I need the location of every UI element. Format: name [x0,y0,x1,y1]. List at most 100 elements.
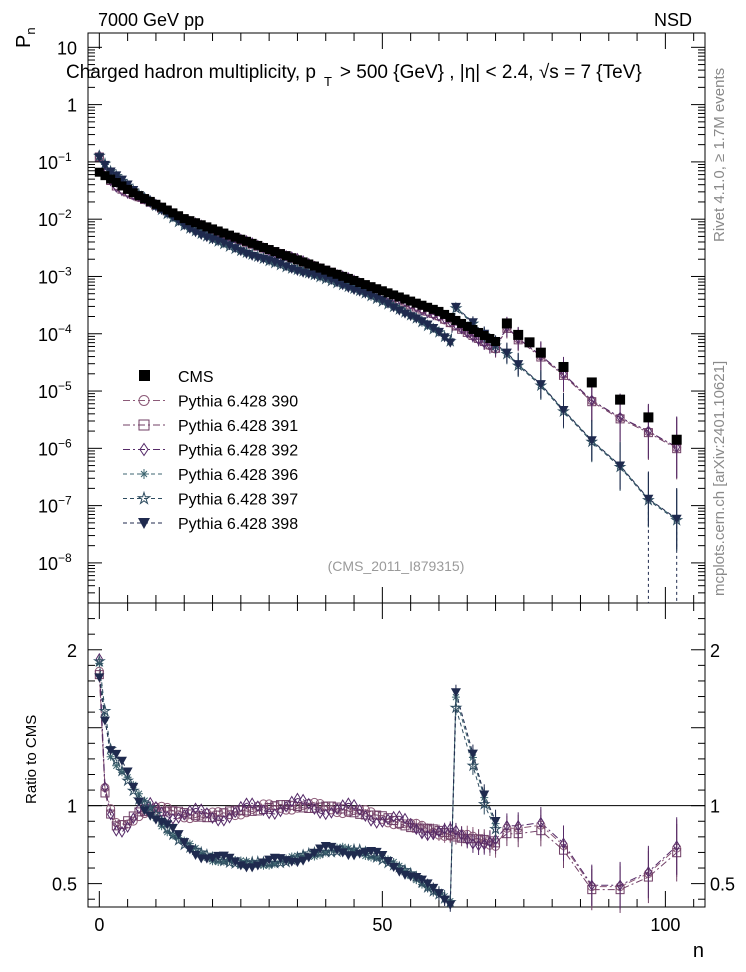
mc-point [101,781,109,794]
cms-point [100,171,110,181]
mc-point [292,801,302,811]
mc-point [105,167,116,177]
mc-point [383,299,394,309]
mc-point [185,814,195,824]
mc-point [197,803,205,816]
mc-point [242,797,251,810]
mc-point [337,848,348,858]
legend: CMS Pythia 6.428 390 Pythia 6.428 391 Pythi… [123,369,298,533]
mc-point [202,813,212,823]
mc-point [412,823,420,836]
x-tick-label: 0 [94,915,104,935]
mc-point [138,518,150,529]
mc-point [332,845,343,855]
cms-point [434,306,444,316]
mc-point [168,806,178,816]
mc-point [197,849,206,858]
cms-point [287,253,297,263]
mc-point [378,815,386,828]
mc-point [139,469,149,479]
mc-point [191,811,201,821]
y-tick-label: 10 [57,38,77,58]
mc-point [282,800,290,813]
mc-point [174,811,183,824]
mc-point [122,767,133,777]
mc-point [152,800,160,813]
mc-point [367,814,375,827]
cms-point [241,236,251,246]
cms-point [145,196,155,206]
ratio-tick-label: 2 [67,641,77,661]
mc-point [105,746,116,756]
mc-point [367,853,376,862]
cms-point [586,377,597,388]
mc-point [219,808,229,818]
cms-point [643,412,654,423]
rivet-label: Rivet 4.1.0, ≥ 1.7M events [711,68,728,242]
mc-point [416,317,427,327]
mc-point [217,854,231,867]
mc-point [270,859,279,868]
mc-point [112,824,120,837]
mc-point [126,784,140,797]
mc-point [395,861,404,870]
cms-point [196,220,206,230]
mc-point [139,442,149,457]
cms-point [134,191,144,201]
cms-point [168,208,178,218]
mc-point [395,810,403,823]
mc-point [121,774,135,787]
mc-point [304,803,314,813]
ratio-series-markers [92,652,682,913]
mc-point [422,320,433,330]
mc-line-4 [98,155,677,520]
legend-label-4: Pythia 6.428 396 [178,467,298,484]
legend-label-cms: CMS [178,369,214,386]
mc-point [394,306,405,316]
cms-point [304,259,314,269]
mc-point [106,804,116,814]
chart-title: Charged hadron multiplicity, p T > 500 {Ge… [66,62,642,89]
mc-point [428,323,439,333]
cms-point [128,188,138,198]
mc-point [316,851,325,860]
mc-point [344,844,353,853]
cms-point [406,296,416,306]
mc-point [265,807,273,820]
mc-point [344,797,352,810]
mc-point [242,857,251,866]
mc-point [383,818,393,828]
y-tick-label: 10−8 [38,551,72,574]
cms-point [213,226,223,236]
mc-point [203,807,211,820]
mc-point [92,654,106,667]
mc-point [98,704,112,717]
mc-point [265,861,274,870]
y-tick-label: 10−3 [38,264,72,287]
y-axis-title: Pn [13,27,38,48]
y-tick-label: 10−6 [38,436,72,459]
mc-point [128,782,139,792]
cms-point [123,184,133,194]
mc-point [338,804,348,814]
ratio-tick-label-right: 0.5 [710,875,735,895]
mc-point [248,797,256,810]
y-tick-label: 10−1 [38,150,72,173]
cms-point [457,318,467,328]
y-tick-label: 10−7 [38,494,72,517]
y-tick-label: 10−5 [38,379,72,402]
mc-point [288,795,296,808]
legend-label-2: Pythia 6.428 391 [178,418,298,435]
mc-point [173,830,184,840]
cms-point [253,240,263,250]
mc-point [99,160,110,170]
cms-point [230,232,240,242]
mcplots-label: mcplots.cern.ch [arXiv:2401.10621] [711,361,728,596]
mc-point [208,807,218,817]
mc-point [138,419,150,431]
cms-point [355,278,365,288]
legend-label-3: Pythia 6.428 392 [178,443,298,460]
legend-label-5: Pythia 6.428 397 [178,492,298,509]
cms-point [202,222,212,232]
header-process: NSD [654,10,692,30]
